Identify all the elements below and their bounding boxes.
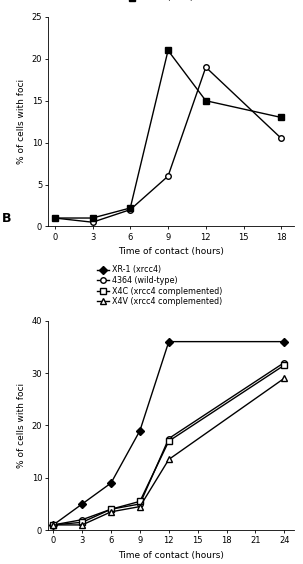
Legend: CHO-K1 (wild-type), XRS-6 (ku86): CHO-K1 (wild-type), XRS-6 (ku86) (126, 0, 218, 2)
X-axis label: Time of contact (hours): Time of contact (hours) (118, 551, 224, 560)
Y-axis label: % of cells with foci: % of cells with foci (17, 383, 26, 468)
X-axis label: Time of contact (hours): Time of contact (hours) (118, 247, 224, 256)
Text: B: B (2, 212, 11, 224)
Y-axis label: % of cells with foci: % of cells with foci (17, 79, 26, 164)
Legend: XR-1 (xrcc4), 4364 (wild-type), X4C (xrcc4 complemented), X4V (xrcc4 complemente: XR-1 (xrcc4), 4364 (wild-type), X4C (xrc… (97, 265, 222, 306)
